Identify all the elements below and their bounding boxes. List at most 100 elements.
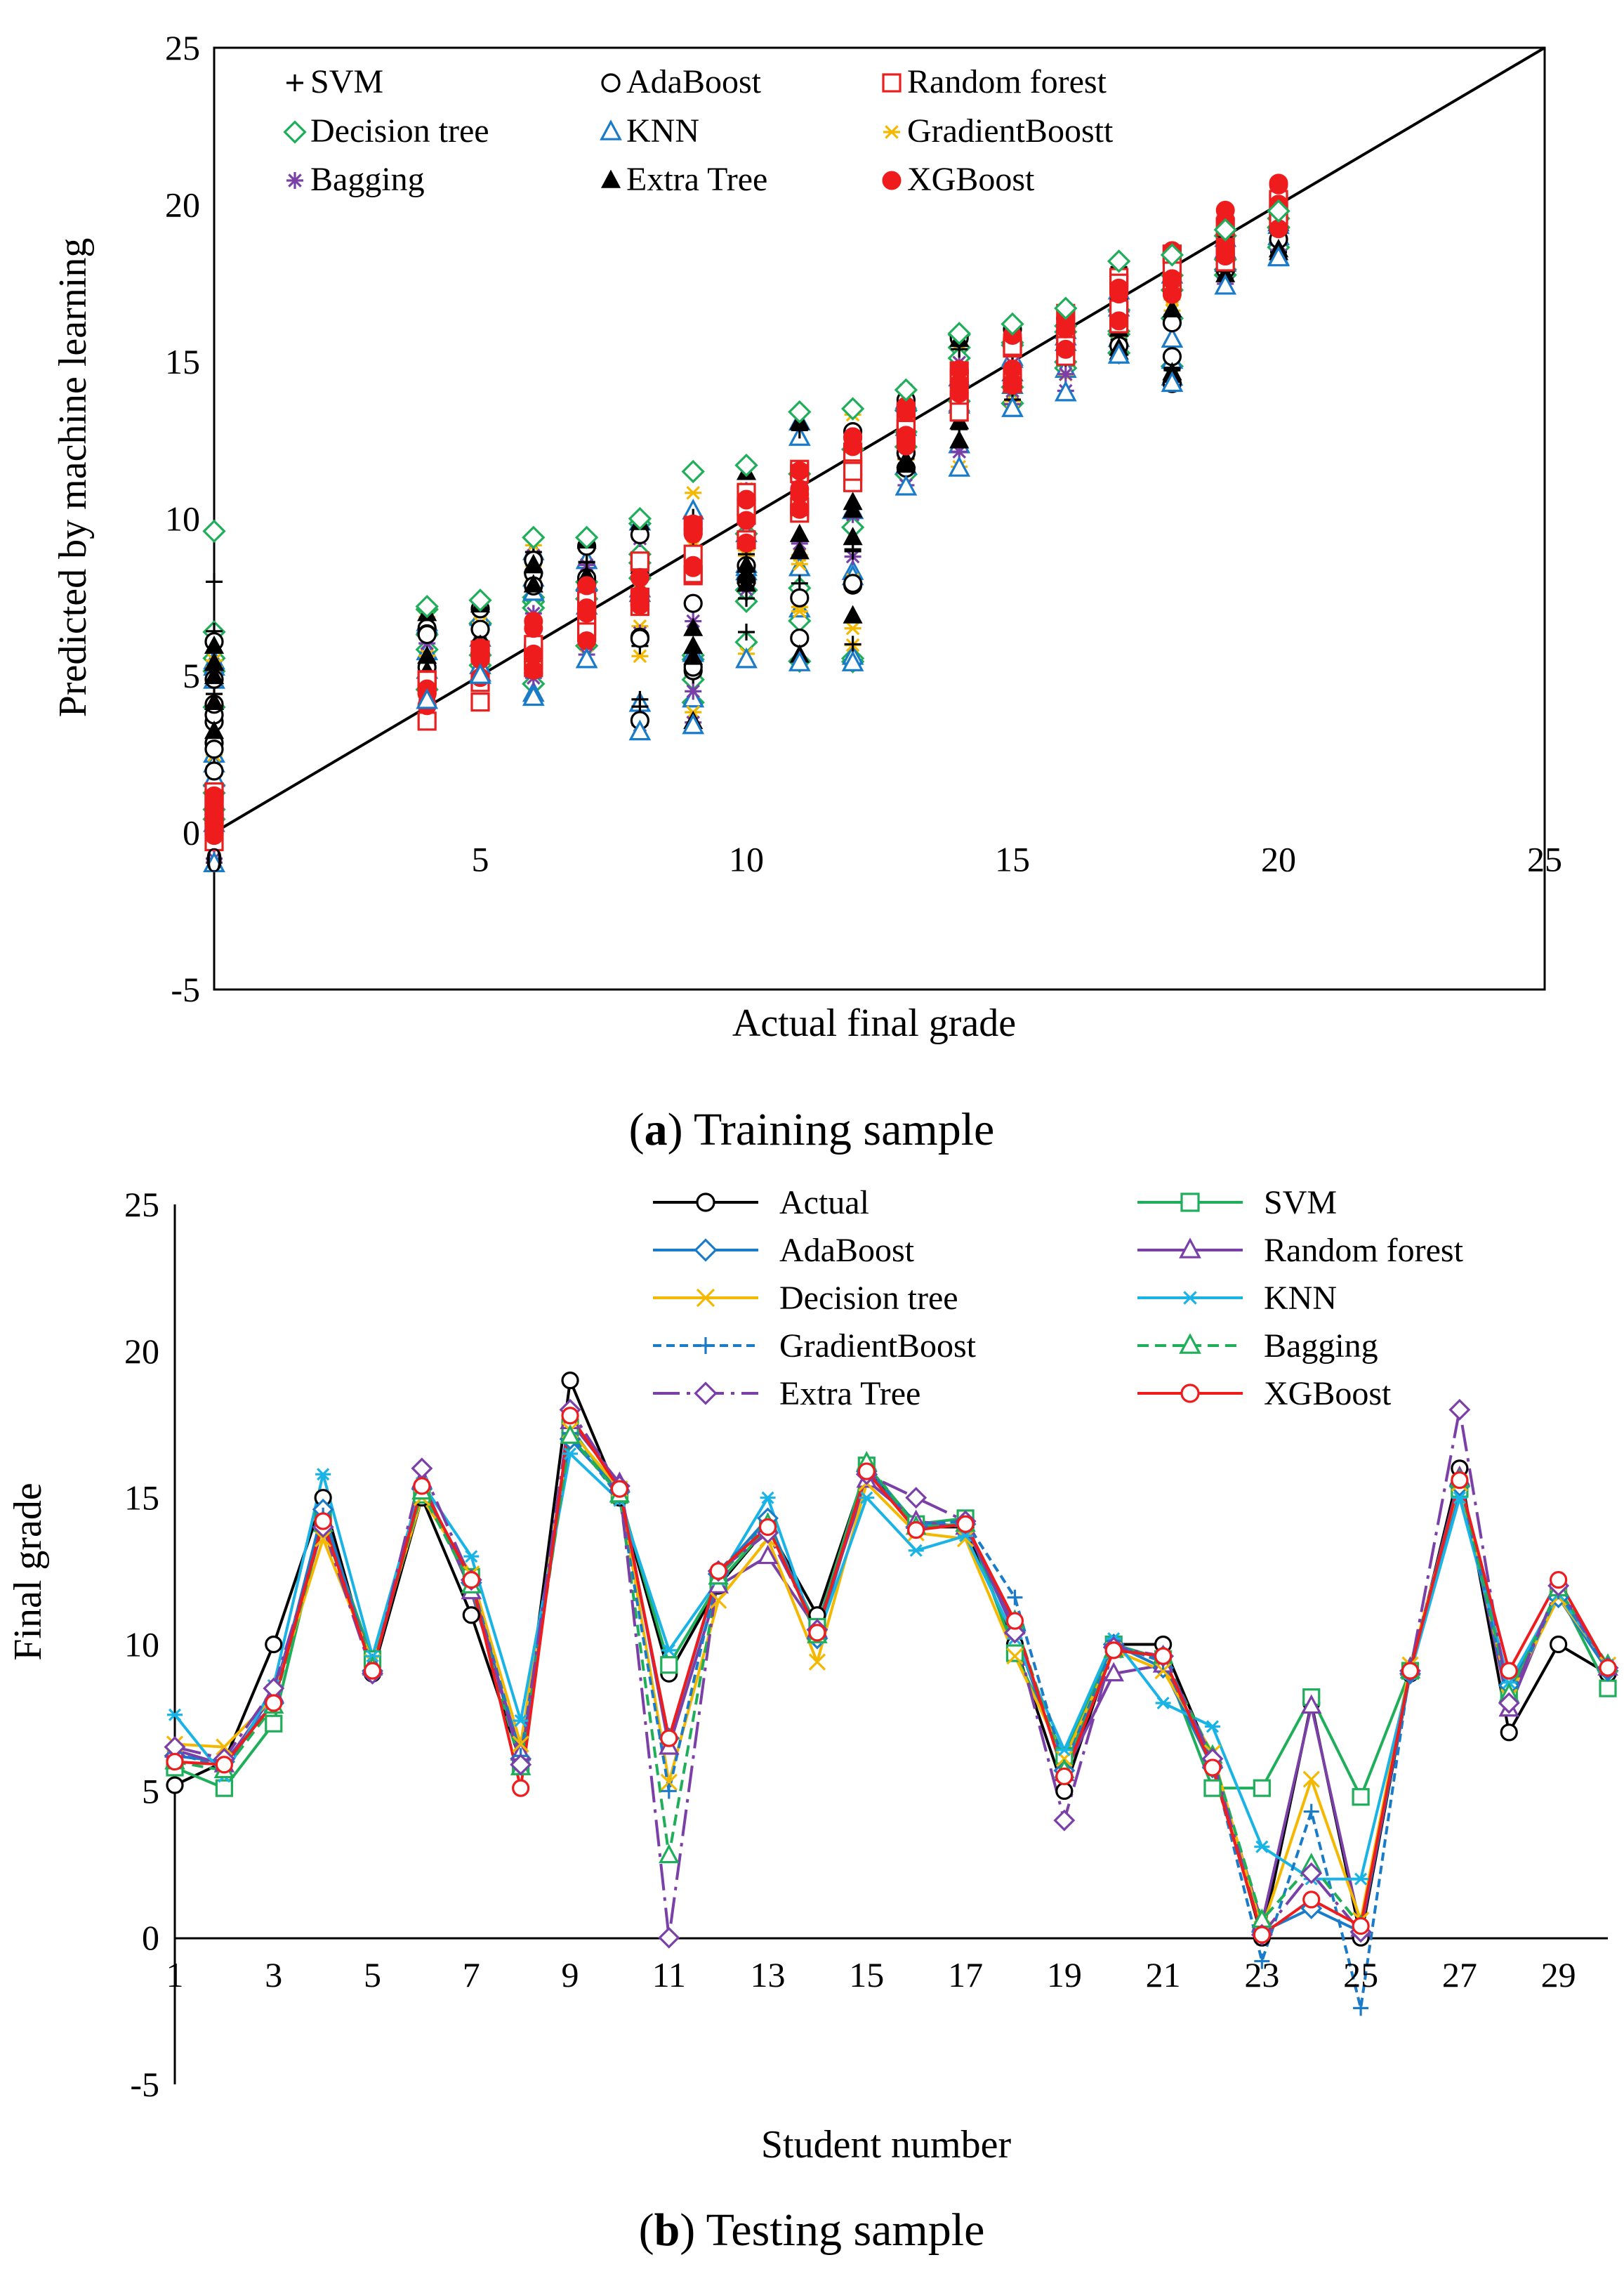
legend-marker-svm [286, 74, 303, 91]
point-max-x15 [1001, 312, 1024, 336]
point-gradientboost-24 [1303, 1803, 1319, 1820]
point-knn-27 [1451, 1491, 1467, 1504]
point-xgboost-27 [1451, 1471, 1469, 1490]
legend-marker-adaboost [694, 1238, 718, 1262]
point-actual-19 [1055, 1782, 1074, 1800]
point-max-x4 [415, 594, 439, 619]
point-extra-tree-8 [510, 1754, 532, 1776]
point-extra-tree-x12 [843, 527, 863, 546]
point-xgboost-x8 [630, 567, 649, 587]
point-decision-tree-21 [1154, 1662, 1172, 1680]
point-min-x17 [1107, 343, 1130, 364]
point-max-x6 [522, 525, 546, 549]
point-max-x11 [788, 400, 812, 424]
point-adaboost-x8 [630, 629, 650, 648]
point-extra-tree-x9 [683, 617, 704, 636]
point-extra-tree-x18 [1162, 298, 1182, 317]
x-tick-label-1: 1 [166, 1955, 184, 1994]
point-adaboost-x0 [204, 739, 224, 759]
x-tick-label-15: 15 [995, 840, 1030, 879]
point-actual-1 [166, 1776, 184, 1794]
y-tick-label-15: 15 [124, 1478, 159, 1518]
legend-label-knn: KNN [626, 112, 699, 150]
point-xgboost-14 [808, 1624, 826, 1642]
chart-a-x-axis-label: Actual final grade [732, 1001, 1016, 1045]
point-xgboost-x12 [843, 437, 863, 456]
point-max-x16 [1054, 296, 1078, 320]
point-extra-tree-x6 [523, 555, 543, 574]
chart-a-plot-frame [213, 46, 1546, 991]
legend-label-decision-tree: Decision tree [779, 1280, 958, 1317]
diagonal-line [213, 46, 1546, 834]
point-max-x17 [1107, 249, 1131, 273]
legend-label-random-forest: Random forest [907, 63, 1107, 100]
chart-b-caption-text: Testing sample [706, 2204, 985, 2256]
point-xgboost-12 [709, 1562, 727, 1580]
point-extra-tree-11 [658, 1926, 680, 1949]
point-bagging-x9 [685, 683, 702, 700]
point-knn-x18 [1161, 327, 1184, 348]
y-tick-label-10: 10 [124, 1625, 159, 1664]
point-knn-1 [167, 1708, 183, 1721]
legend-label-actual: Actual [779, 1184, 869, 1221]
point-extra-tree-x11 [789, 523, 810, 542]
point-xgboost-15 [857, 1462, 876, 1480]
x-tick-label-7: 7 [463, 1955, 480, 1994]
legend-label-bagging: Bagging [310, 161, 425, 198]
y-tick-label--5: -5 [171, 970, 200, 1009]
point-xgboost-29 [1550, 1571, 1568, 1589]
point-max-x9 [681, 459, 705, 484]
point-xgboost-x14 [949, 360, 969, 379]
legend-label-knn: KNN [1264, 1280, 1337, 1317]
point-xgboost-x0 [204, 815, 224, 835]
legend-label-xgboost: XGBoost [1264, 1375, 1392, 1412]
point-xgboost-x17 [1109, 311, 1129, 331]
x-tick-label-23: 23 [1244, 1955, 1279, 1994]
point-xgboost-x19 [1215, 246, 1235, 266]
x-tick-label-5: 5 [364, 1955, 381, 1994]
point-actual-7 [462, 1606, 480, 1624]
point-gradientboostt-x9 [685, 486, 702, 500]
point-gradientboostt-x11 [791, 557, 808, 571]
point-min-x12 [841, 650, 864, 671]
chart-b-y-ticks: -5 0 5 10 15 20 25 [124, 1185, 159, 2104]
legend-marker-decision-tree [696, 1288, 715, 1308]
point-xgboost-28 [1500, 1662, 1518, 1680]
point-svm-x12 [844, 636, 861, 653]
point-max-x12 [840, 397, 865, 421]
chart-b-x-axis-label: Student number [761, 2123, 1012, 2167]
point-svm-x8 [631, 690, 649, 708]
point-xgboost-5 [363, 1662, 382, 1680]
point-xgboost-x16 [1056, 339, 1076, 359]
point-knn-4 [315, 1468, 331, 1481]
point-gradientboost-18 [1007, 1589, 1023, 1605]
point-xgboost-4 [314, 1512, 332, 1530]
point-xgboost-x6 [524, 644, 543, 664]
point-min-x9 [682, 713, 705, 735]
point-svm-30 [1599, 1679, 1617, 1697]
point-svm-25 [1352, 1788, 1370, 1806]
point-svm-22 [1203, 1779, 1222, 1797]
point-min-x10 [735, 647, 758, 669]
y-tick-label-0: 0 [142, 1918, 159, 1957]
legend-marker-random-forest [882, 73, 902, 93]
legend-label-random-forest: Random forest [1264, 1232, 1464, 1269]
legend-marker-knn [600, 119, 622, 140]
x-tick-label-17: 17 [948, 1955, 983, 1994]
y-tick-label--5: -5 [130, 2065, 159, 2104]
point-xgboost-10 [610, 1480, 629, 1498]
point-xgboost-25 [1352, 1917, 1370, 1935]
point-actual-3 [265, 1635, 283, 1654]
legend-marker-adaboost [601, 73, 621, 93]
point-xgboost-x7 [577, 598, 597, 618]
point-svm-x10 [738, 590, 755, 607]
point-min-x13 [894, 475, 918, 496]
point-extra-tree-28 [1498, 1692, 1520, 1714]
chart-a-caption: (a) Training sample [629, 1104, 995, 1155]
chart-a: 0 5 10 15 20 25 -5 0 5 10 15 20 25 SVM AdaBoost Rando… [51, 28, 1562, 1155]
point-actual-29 [1550, 1635, 1568, 1654]
y-tick-label-25: 25 [165, 28, 200, 67]
x-tick-label-29: 29 [1541, 1955, 1576, 1994]
y-tick-label-10: 10 [165, 499, 200, 539]
